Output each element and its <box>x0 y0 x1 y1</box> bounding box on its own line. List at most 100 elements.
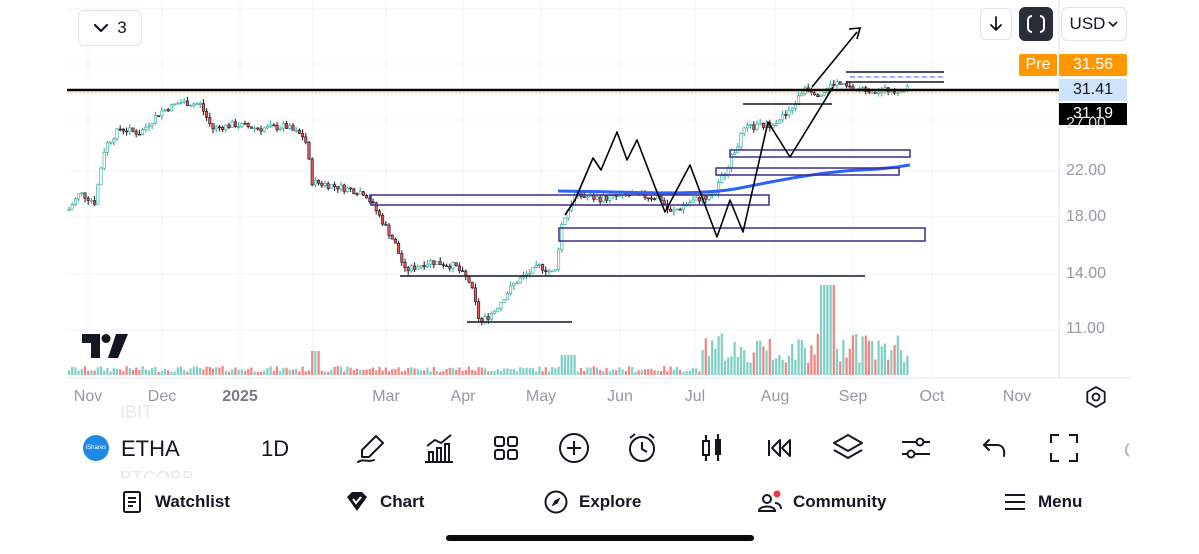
candle <box>816 93 820 98</box>
brush-icon[interactable] <box>354 430 390 466</box>
candle-body <box>509 285 513 294</box>
candle-body <box>563 217 567 225</box>
volume-bar <box>80 369 83 375</box>
candle-body <box>537 264 541 266</box>
candle <box>93 196 97 207</box>
volume-bar <box>237 369 240 375</box>
layout-selector-button[interactable]: 3 <box>78 10 142 46</box>
chart-area[interactable]: 3 USD Pre 31.56 31.41 31.19 27.00 22.00 … <box>0 0 1199 380</box>
nav-community[interactable]: Community <box>757 484 887 520</box>
nav-menu[interactable]: Menu <box>1002 484 1082 520</box>
candle <box>749 123 753 129</box>
supply-demand-zone <box>715 167 900 176</box>
candle-body <box>109 141 113 144</box>
volume-bar <box>899 350 903 375</box>
candle-body <box>217 126 221 129</box>
candle <box>80 192 84 197</box>
candle <box>105 141 109 156</box>
volume-bar <box>391 369 394 375</box>
scroll-to-latest-button[interactable] <box>980 8 1012 40</box>
candle-body <box>518 277 522 284</box>
alarm-icon[interactable] <box>624 430 660 466</box>
undo-icon[interactable] <box>977 430 1013 466</box>
candle <box>208 112 212 127</box>
volume-bar <box>874 359 877 375</box>
candle-body <box>601 195 605 203</box>
volume-bar <box>288 369 291 375</box>
volume-bar <box>445 369 448 375</box>
candle-body <box>384 223 388 226</box>
more-tools-icon[interactable] <box>1119 440 1131 460</box>
symbol-search-button[interactable]: ETHA <box>121 436 180 461</box>
volume-bar <box>349 367 352 375</box>
candle <box>288 122 292 131</box>
volume-bar <box>624 370 627 375</box>
candle-body <box>336 186 340 190</box>
candle <box>669 206 673 212</box>
volume-bar <box>816 333 819 375</box>
settings-sliders-icon[interactable] <box>898 430 934 466</box>
chart-settings-icon[interactable] <box>1083 384 1109 410</box>
candle <box>454 262 458 267</box>
volume-bar <box>432 366 435 375</box>
fullscreen-icon[interactable] <box>1046 430 1082 466</box>
candle <box>227 122 231 130</box>
chart-icon <box>347 492 367 511</box>
candle-body <box>185 100 189 107</box>
candle-body <box>349 187 353 190</box>
volume-bar <box>864 335 867 375</box>
volume-bar <box>579 368 583 375</box>
volume-bar <box>320 370 323 375</box>
candle-body <box>195 103 199 106</box>
layers-icon[interactable] <box>830 430 866 466</box>
volume-bar <box>339 366 343 375</box>
nav-chart[interactable]: Chart <box>344 484 424 520</box>
candle-body <box>281 123 285 129</box>
currency-selector[interactable]: USD <box>1061 7 1127 41</box>
volume-bar <box>775 358 778 375</box>
volume-bar <box>464 369 467 375</box>
candle <box>598 195 602 205</box>
volume-bar <box>519 367 522 375</box>
plus-circle-icon[interactable] <box>556 430 592 466</box>
candle <box>387 223 391 239</box>
time-tick: May <box>525 388 557 405</box>
nav-watchlist[interactable]: Watchlist <box>119 484 230 520</box>
volume-bar <box>224 370 227 375</box>
interval-button[interactable]: 1D <box>261 436 290 461</box>
indicators-icon[interactable] <box>421 430 457 466</box>
candle <box>400 250 404 266</box>
volume-bar <box>877 340 880 375</box>
volume-bar <box>781 359 784 375</box>
candles-icon[interactable] <box>694 430 730 466</box>
candle <box>310 157 314 187</box>
candle-body <box>163 109 167 112</box>
candle <box>541 263 545 274</box>
candle-body <box>246 123 250 128</box>
candle <box>336 186 340 193</box>
candle-body <box>198 103 202 105</box>
replay-icon[interactable] <box>761 430 797 466</box>
candle <box>739 131 743 151</box>
symbol-logo-icon[interactable]: iShares <box>83 435 109 461</box>
candle <box>403 258 407 272</box>
volume-bar <box>755 340 759 375</box>
candle-body <box>128 127 132 132</box>
grid-icon[interactable] <box>488 430 524 466</box>
volume-bar <box>547 371 551 375</box>
volume-bar <box>695 368 698 375</box>
price-chart-canvas[interactable] <box>0 0 1199 420</box>
chart-background <box>67 0 1059 378</box>
candle-body <box>582 196 586 198</box>
nav-label: Menu <box>1038 492 1083 511</box>
bottom-navigation <box>0 478 1199 526</box>
auto-scale-button[interactable] <box>1019 7 1053 41</box>
volume-bar <box>400 371 403 375</box>
nav-explore[interactable]: Explore <box>543 484 641 520</box>
volume-bar <box>416 369 419 375</box>
volume-bar <box>659 370 663 375</box>
candle-body <box>832 84 836 86</box>
volume-bar <box>666 371 669 375</box>
candle-body <box>787 110 791 116</box>
candle-body <box>237 126 241 128</box>
